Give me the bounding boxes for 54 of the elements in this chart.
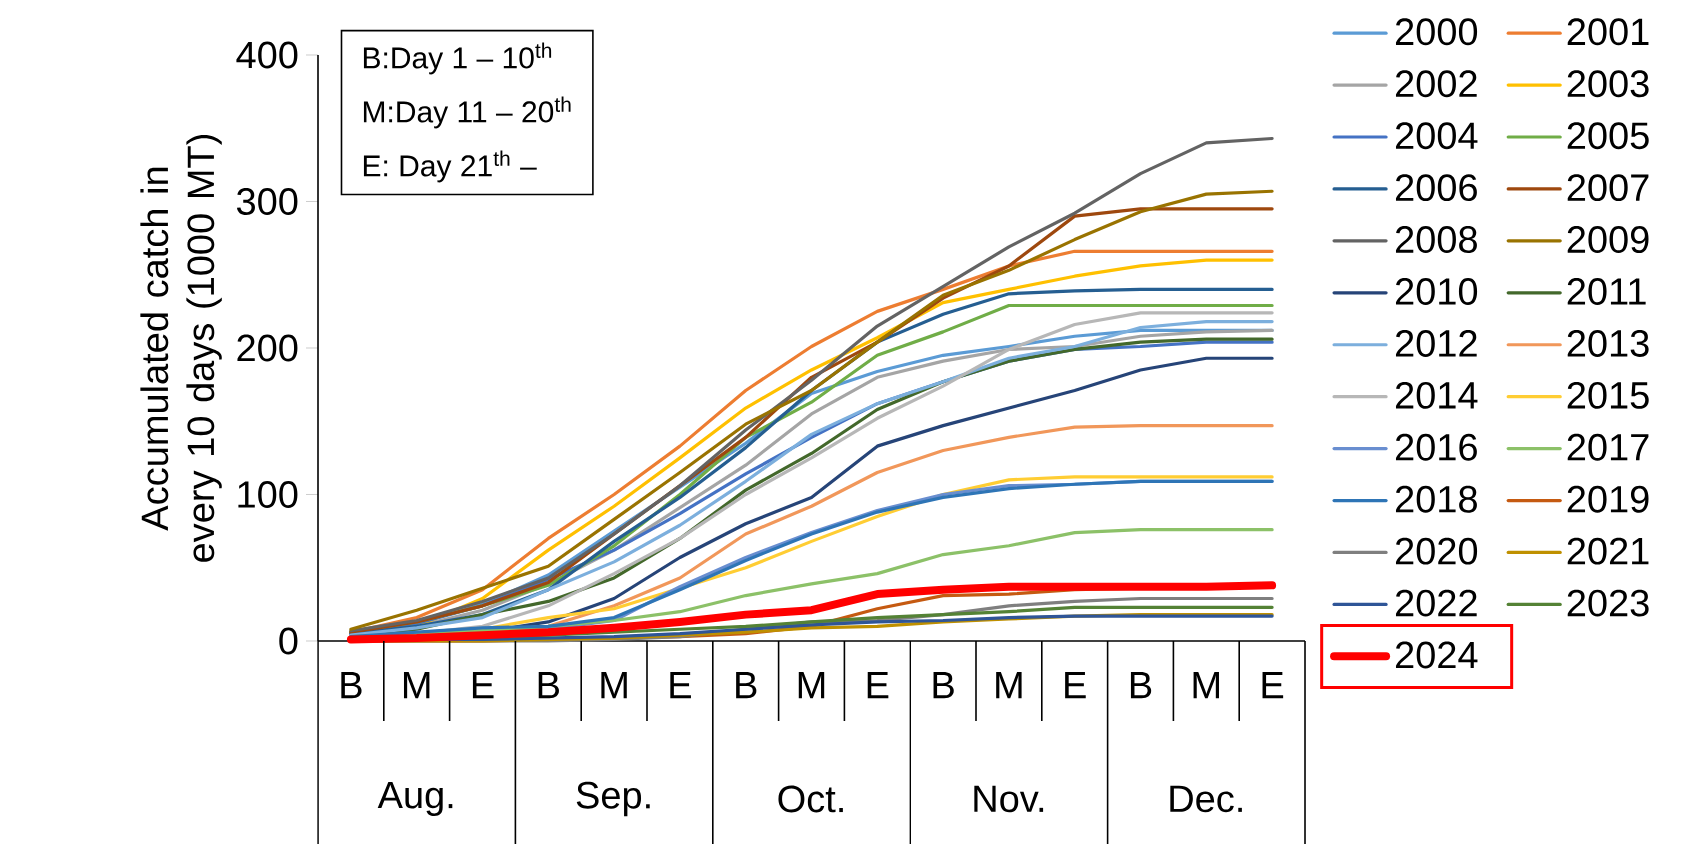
annotation: B:Day 1 – 10$^{th}$ bbox=[363, 42, 552, 75]
text: Nov. bbox=[974, 785, 1044, 813]
legend-label: 2019 bbox=[1567, 485, 1649, 513]
x-tick-label: M bbox=[1193, 672, 1219, 699]
x-tick-label: B bbox=[736, 672, 757, 699]
legend-label: 2007 bbox=[1567, 174, 1649, 202]
x-tick-label: E bbox=[1065, 672, 1086, 699]
x-tick-label: E bbox=[1262, 672, 1284, 699]
legend-label: 2022 bbox=[1395, 589, 1477, 617]
legend-label: 2009 bbox=[1567, 226, 1649, 254]
legend-label: 2000 bbox=[1395, 18, 1478, 46]
x-tick-label: M bbox=[601, 672, 627, 699]
legend-label: 2004 bbox=[1395, 122, 1478, 150]
y-tick-label: 400 bbox=[236, 41, 298, 69]
legend-label: 2024 bbox=[1395, 641, 1478, 669]
x-tick-label: B bbox=[538, 672, 559, 699]
legend-label: 2013 bbox=[1567, 329, 1649, 357]
text: Oct. bbox=[778, 785, 843, 813]
x-tick-label: M bbox=[798, 672, 825, 699]
x-tick-label: E bbox=[472, 672, 494, 699]
legend-label: 2003 bbox=[1567, 70, 1649, 98]
legend-label: 2001 bbox=[1567, 18, 1649, 46]
legend-label: 2010 bbox=[1395, 278, 1478, 305]
legend-label: 2018 bbox=[1395, 485, 1477, 513]
annotation: E: Day 21$^{th}$ – bbox=[363, 150, 537, 183]
legend-label: 2017 bbox=[1567, 433, 1649, 461]
x-tick-label: M bbox=[403, 672, 430, 699]
x-tick-label: B bbox=[933, 672, 954, 699]
x-tick-label: M bbox=[996, 672, 1022, 699]
legend-label: 2020 bbox=[1395, 537, 1478, 565]
legend-label: 2014 bbox=[1395, 381, 1478, 409]
legend-label: 2021 bbox=[1567, 537, 1649, 565]
text: Sep. bbox=[576, 781, 650, 817]
legend-label: 2023 bbox=[1567, 589, 1649, 617]
x-tick-label: E bbox=[867, 672, 889, 699]
legend-label: 2002 bbox=[1395, 70, 1477, 98]
annotation: M:Day 11 – 20$^{th}$ bbox=[363, 96, 571, 129]
x-tick-label: B bbox=[1130, 672, 1152, 699]
legend-label: 2016 bbox=[1395, 433, 1477, 461]
legend-label: 2008 bbox=[1395, 226, 1477, 254]
y-tick-label: 300 bbox=[236, 188, 298, 215]
legend-label: 2006 bbox=[1395, 174, 1477, 202]
text: Dec. bbox=[1170, 785, 1242, 813]
y-tick-label: 100 bbox=[238, 481, 298, 508]
y-tick-label: 200 bbox=[237, 334, 298, 362]
y-axis-title: Accumulated catch in every 10 days (1000 MT) bbox=[140, 135, 222, 562]
text: Aug. bbox=[377, 781, 453, 816]
legend-label: 2012 bbox=[1395, 329, 1477, 357]
y-tick-label: 0 bbox=[279, 627, 298, 655]
legend-label: 2005 bbox=[1567, 122, 1649, 150]
legend-label: 2015 bbox=[1567, 381, 1649, 409]
x-tick-label: E bbox=[670, 672, 691, 699]
legend-label: 2011 bbox=[1567, 278, 1646, 305]
x-tick-label: B bbox=[341, 672, 362, 699]
